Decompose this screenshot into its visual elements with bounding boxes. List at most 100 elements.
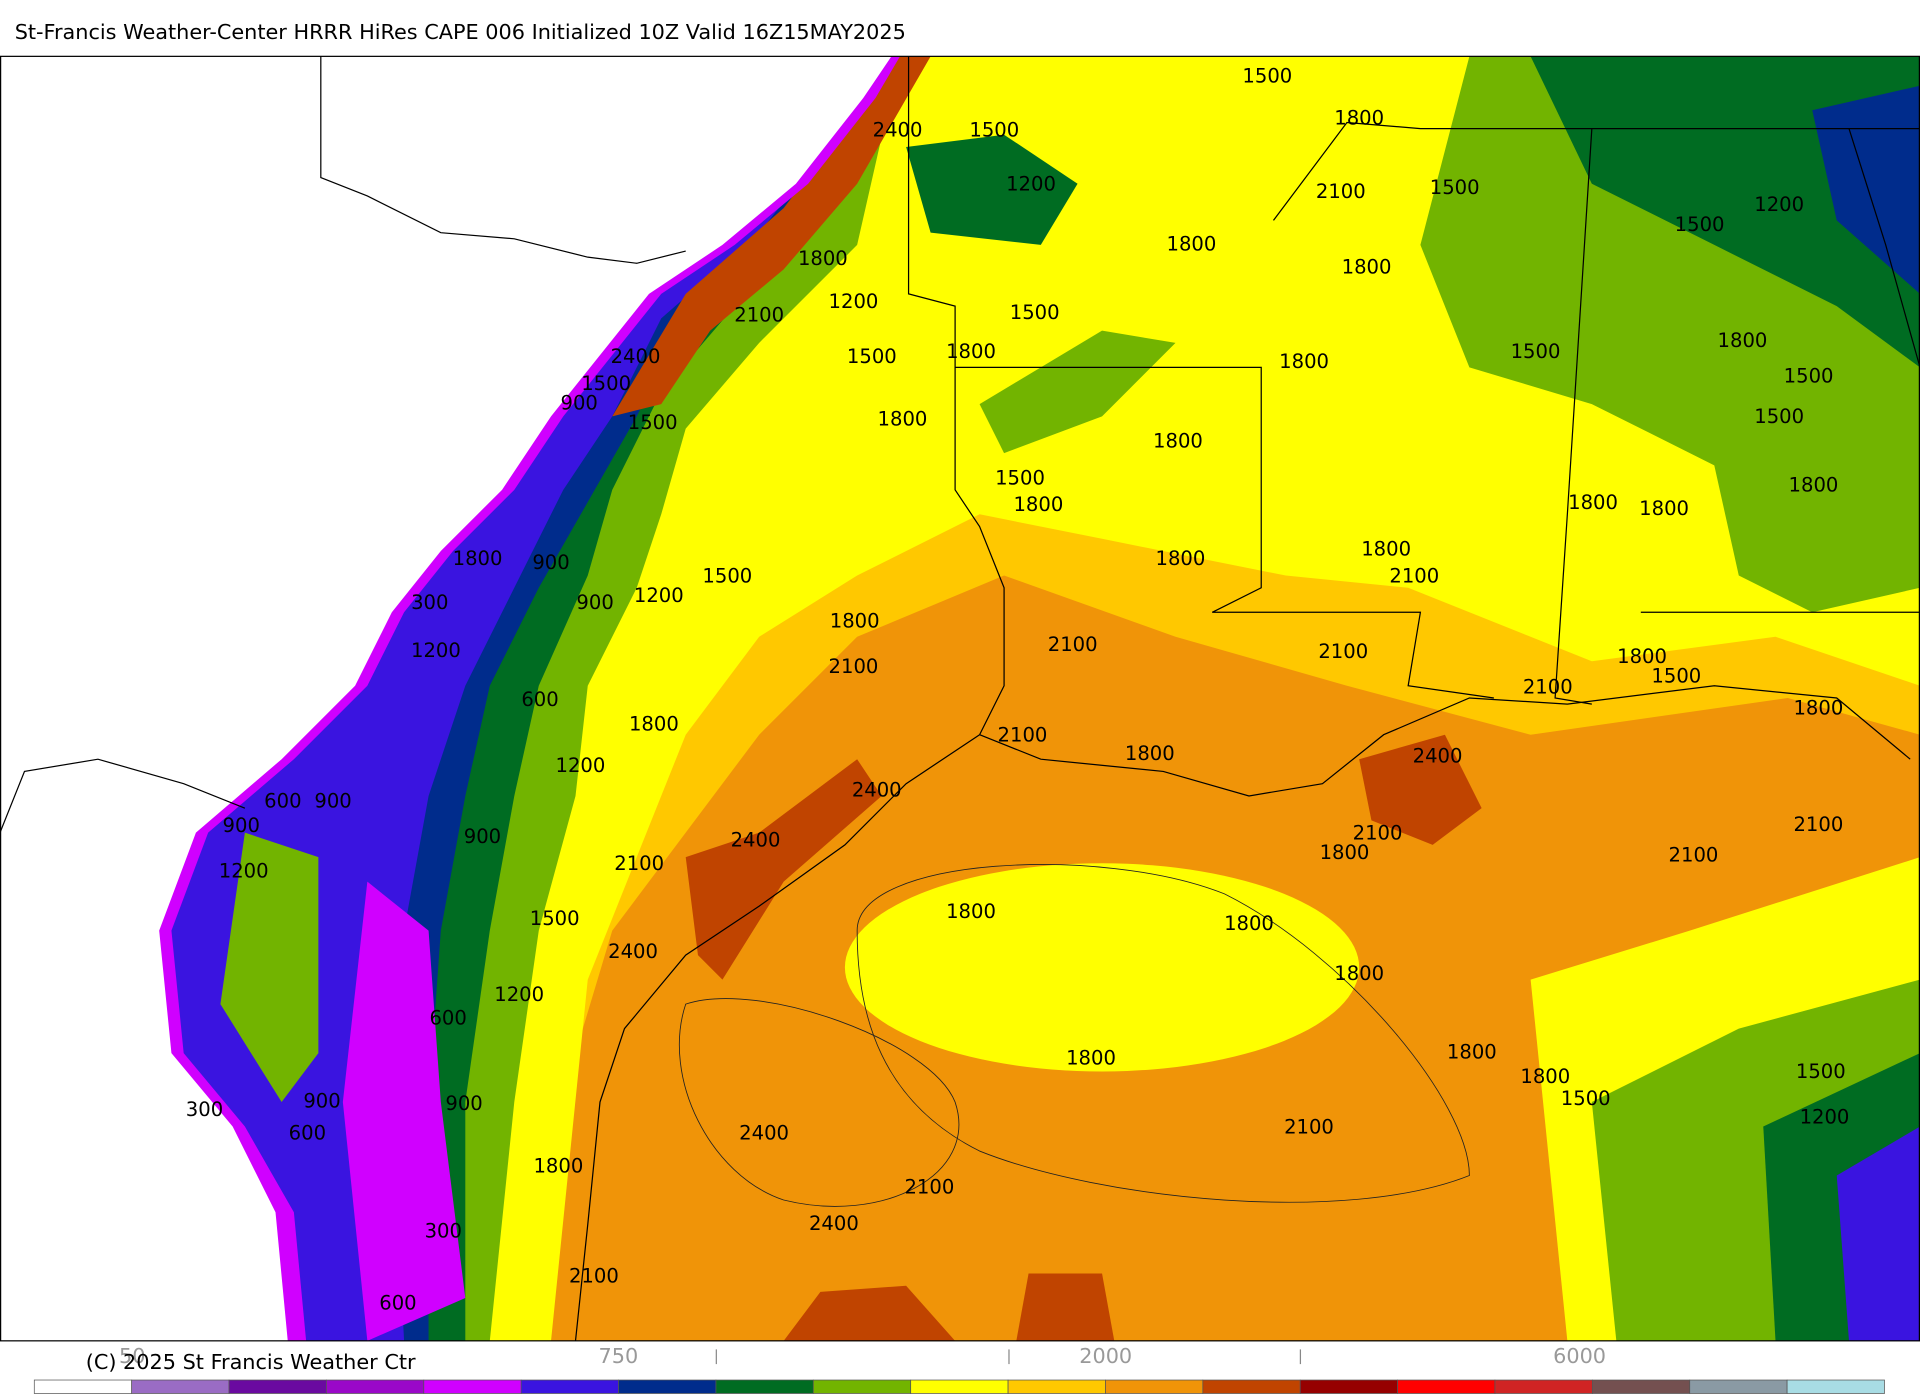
colorbar-swatch [1397,1379,1496,1394]
contour-label: 1500 [1675,213,1725,236]
contour-label: 900 [576,591,613,614]
colorbar-swatch [1786,1379,1885,1394]
contour-label: 2400 [873,119,923,142]
colorbar-swatch [33,1379,133,1394]
copyright: (C) 2025 St Francis Weather Ctr [86,1350,416,1374]
contour-label: 600 [264,790,301,813]
colorbar-swatch [1494,1379,1593,1394]
contour-label: 1500 [1754,405,1804,428]
contour-line [678,998,960,1207]
contour-label: 1800 [1789,474,1839,497]
colorbar-swatch [520,1379,619,1394]
contour-label: 900 [223,814,260,837]
colorbar-label: 2000 [1079,1344,1132,1368]
field-green [220,832,319,1103]
contour-label: 1800 [1639,497,1689,520]
contour-label: 2100 [998,723,1048,746]
colorbar-swatch [618,1379,717,1394]
contour-label: 1200 [829,290,879,313]
colorbar-swatch [423,1379,522,1394]
contour-label: 2400 [608,940,658,963]
contour-label: 2100 [1316,180,1366,203]
colorbar: 50 750 2000 6000 [33,1344,1885,1394]
contour-label: 300 [186,1098,223,1121]
contour-label: 900 [303,1090,340,1113]
colorbar-swatch [1202,1379,1301,1394]
contour-label: 1800 [946,340,996,363]
contour-label: 900 [464,825,501,848]
contour-label: 2100 [829,655,879,678]
contour-line [856,864,1470,1203]
contour-label: 1800 [1224,912,1274,935]
contour-label: 1500 [1511,340,1561,363]
colorbar-swatch [812,1379,912,1394]
contour-label: 1800 [1447,1041,1497,1064]
contour-label: 300 [425,1219,462,1242]
contour-label: 900 [314,790,351,813]
state-border [907,56,1494,699]
title: St-Francis Weather-Center HRRR HiRes CAP… [15,20,906,44]
field-brown [685,759,882,980]
contour-label: 2100 [1669,843,1719,866]
contour-label: 1500 [1430,176,1480,199]
contour-label: 2400 [809,1212,859,1235]
contour-label: 1500 [1784,365,1834,388]
field-blue [1836,1126,1920,1341]
contour-label: 1800 [1617,645,1667,668]
field-brown [1359,734,1482,845]
colorbar-label: 6000 [1553,1344,1606,1368]
contour-label: 1500 [1010,301,1060,324]
land-blank [0,56,892,1341]
colorbar-swatch [715,1379,814,1394]
contour-label: 1200 [1800,1105,1850,1128]
colorbar-swatch [131,1379,230,1394]
state-border [1848,128,1920,368]
contour-label: 600 [521,688,558,711]
contour-label: 1800 [1334,106,1384,129]
contour-label: 2100 [1318,640,1368,663]
field-brown [783,1285,956,1341]
contour-label: 2100 [569,1265,619,1288]
contour-label: 1500 [969,119,1019,142]
contour-label: 1500 [1561,1087,1611,1110]
contour-label: 1500 [1242,65,1292,88]
contour-label: 1200 [219,859,269,882]
contour-label: 2100 [734,303,784,326]
contour-label: 1800 [1793,697,1843,720]
contour-label: 1500 [530,907,580,930]
contour-label: 1500 [847,345,897,368]
contour-label: 900 [532,551,569,574]
contour-label: 1800 [1155,547,1205,570]
contour-label: 300 [411,591,448,614]
contour-label: 1500 [581,372,631,395]
contour-label: 1800 [1520,1065,1570,1088]
contour-label: 1800 [1568,491,1618,514]
contour-label: 1800 [1167,232,1217,255]
contour-label: 2100 [1523,676,1573,699]
colorbar-swatch [1007,1379,1106,1394]
contour-label: 1800 [830,610,880,633]
contour-label: 1200 [1006,172,1056,195]
contour-label: 1200 [411,639,461,662]
contour-label: 600 [429,1006,466,1029]
colorbar-swatch [1689,1379,1788,1394]
contour-label: 1500 [1651,665,1701,688]
colorbar-label: 50 [119,1344,145,1368]
colorbar-swatch [326,1379,425,1394]
contour-label: 1800 [1013,493,1063,516]
contour-label: 1800 [1320,841,1370,864]
contour-label: 1200 [634,584,684,607]
contour-label: 1500 [1796,1060,1846,1083]
contour-label: 2100 [1353,821,1403,844]
contour-label: 2100 [1284,1115,1334,1138]
contour-label: 1800 [1718,329,1768,352]
contour-label: 2400 [852,779,902,802]
colorbar-label: 750 [599,1344,639,1368]
field-darkgreen [906,134,1078,245]
contour-label: 1500 [628,411,678,434]
state-border [1272,121,1920,221]
contour-label: 900 [445,1092,482,1115]
field-purple [342,881,466,1341]
map-area [0,55,1920,1342]
